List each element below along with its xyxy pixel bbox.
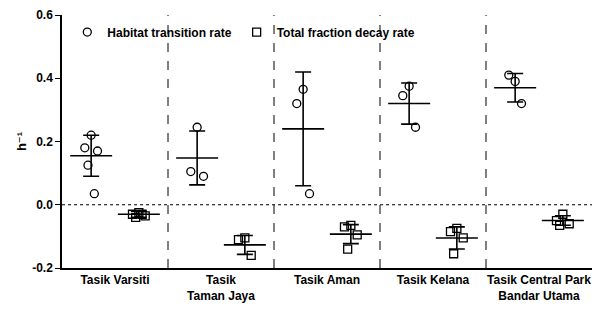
svg-text:-0.2: -0.2 <box>32 261 53 275</box>
svg-text:Total fraction decay rate: Total fraction decay rate <box>277 26 415 40</box>
svg-text:0.0: 0.0 <box>36 198 53 212</box>
svg-text:0.4: 0.4 <box>36 71 53 85</box>
svg-text:0.6: 0.6 <box>36 8 53 22</box>
svg-text:TasikTaman Jaya: TasikTaman Jaya <box>187 273 255 303</box>
svg-text:h⁻¹: h⁻¹ <box>14 132 29 151</box>
svg-text:Tasik Varsiti: Tasik Varsiti <box>80 273 149 287</box>
svg-text:Habitat transition rate: Habitat transition rate <box>107 26 231 40</box>
svg-text:0.2: 0.2 <box>36 135 53 149</box>
svg-text:Tasik Central ParkBandar Utama: Tasik Central ParkBandar Utama <box>487 273 591 303</box>
svg-text:Tasik Aman: Tasik Aman <box>294 273 360 287</box>
svg-text:Tasik Kelana: Tasik Kelana <box>397 273 470 287</box>
